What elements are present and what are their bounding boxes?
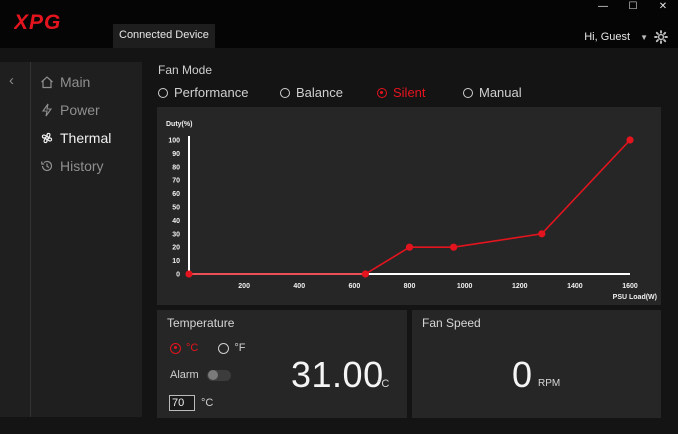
radio-icon[interactable] [218,342,230,354]
y-tick-label: 40 [172,218,180,225]
unit-label: °C [186,342,199,354]
history-icon [41,160,53,172]
fan-curve-point [361,270,369,278]
window-controls: — ☐ ✕ [588,0,678,14]
fan-mode-options: Performance Balance Silent Manual [158,85,522,100]
y-tick-label: 20 [172,245,180,252]
y-tick-label: 10 [172,258,180,265]
sidebar-rail: ‹ [0,62,31,417]
y-axis-label: Duty(%) [166,121,192,128]
y-tick-label: 80 [172,164,180,171]
minimize-icon[interactable]: — [598,1,608,12]
chevron-down-icon[interactable]: ▼ [640,32,648,42]
gear-icon[interactable] [654,30,668,44]
sidebar-item-thermal[interactable]: Thermal [40,130,111,146]
x-tick-label: 1200 [512,283,528,290]
y-tick-label: 0 [176,272,180,279]
fan-curve-point [538,230,546,238]
temperature-value: 31.00 [291,354,384,395]
sidebar-item-history[interactable]: History [40,158,104,174]
home-icon [41,76,53,89]
sidebar-item-power[interactable]: Power [40,102,100,118]
temperature-value-unit: °C [377,378,390,390]
sidebar-item-label: Main [60,74,91,90]
x-tick-label: 1400 [567,283,583,290]
fan-speed-unit: RPM [538,378,561,389]
unit-celsius[interactable]: °C [170,342,198,354]
y-tick-label: 30 [172,231,180,238]
svg-text:XPG: XPG [14,11,61,34]
alarm-toggle[interactable] [206,369,231,381]
fan-speed-panel: Fan Speed 0 RPM [412,310,661,418]
mode-silent[interactable]: Silent [377,85,463,100]
temperature-panel: Temperature °C °F Alarm °C 31.00 °C [157,310,407,418]
user-label[interactable]: Hi, Guest [584,31,631,43]
x-axis-label: PSU Load(W) [613,294,657,301]
temperature-title: Temperature [167,316,235,330]
sidebar-item-main[interactable]: Main [40,74,90,90]
fan-curve-chart: Duty(%) 0 10 20 30 40 50 60 70 80 90 100 200 400 600 80… [157,107,661,305]
unit-fahrenheit[interactable]: °F [218,342,245,354]
y-tick-label: 90 [172,151,180,158]
back-arrow-icon[interactable]: ‹ [9,72,14,89]
fan-curve-line [189,139,631,275]
mode-performance[interactable]: Performance [158,85,280,100]
fan-icon [41,132,53,144]
xpg-logo-mark: XPG [13,11,61,34]
mode-balance[interactable]: Balance [280,85,377,100]
fan-curve-point [450,243,458,251]
alarm-label: Alarm [170,369,199,381]
x-tick-label: 1000 [457,283,473,290]
y-tick-label: 70 [172,178,180,185]
user-menu[interactable]: Hi, Guest ▼ [584,30,668,44]
mode-label: Manual [479,85,522,100]
sidebar: ‹ Main Power Thermal Histo [0,62,142,417]
fan-mode-label: Fan Mode [158,63,213,77]
title-bar: XPG Connected Device — ☐ ✕ Hi, Guest ▼ [0,0,678,48]
x-tick-label: 800 [404,283,416,290]
alarm-threshold-input[interactable] [169,395,195,411]
xpg-logo: XPG [13,10,88,39]
alarm-threshold-row: °C [169,395,213,411]
y-tick-label: 100 [168,138,180,145]
tab-connected-device[interactable]: Connected Device [113,24,215,48]
threshold-unit: °C [201,397,214,409]
fan-speed-title: Fan Speed [422,316,481,330]
x-tick-label: 600 [349,283,361,290]
radio-selected-icon[interactable] [170,342,181,354]
close-icon[interactable]: ✕ [658,1,668,12]
x-tick-label: 1600 [622,283,638,290]
y-tick-label: 50 [172,205,180,212]
fan-curve-point [405,243,414,251]
mode-label: Silent [393,85,426,100]
unit-label: °F [234,342,246,354]
sidebar-item-label: History [60,158,104,174]
y-tick-label: 60 [172,191,180,198]
radio-icon[interactable] [158,87,168,98]
radio-icon[interactable] [463,87,473,98]
mode-label: Performance [174,85,249,100]
maximize-icon[interactable]: ☐ [628,1,638,12]
mode-label: Balance [296,85,343,100]
mode-manual[interactable]: Manual [463,85,522,100]
radio-selected-icon[interactable] [377,87,387,98]
fan-curve-svg: Duty(%) 0 10 20 30 40 50 60 70 80 90 100 200 400 600 80… [166,121,657,301]
bolt-icon [41,103,53,117]
fan-curve-point [185,270,193,278]
sidebar-item-label: Thermal [60,130,112,146]
fan-curve-point [626,136,634,144]
temperature-unit-options: °C °F [170,342,245,354]
x-tick-label: 400 [293,283,305,290]
alarm-row: Alarm [170,369,231,381]
x-tick-label: 200 [238,283,250,290]
radio-icon[interactable] [280,87,290,98]
fan-speed-value: 0 [512,354,533,395]
sidebar-item-label: Power [60,102,100,118]
